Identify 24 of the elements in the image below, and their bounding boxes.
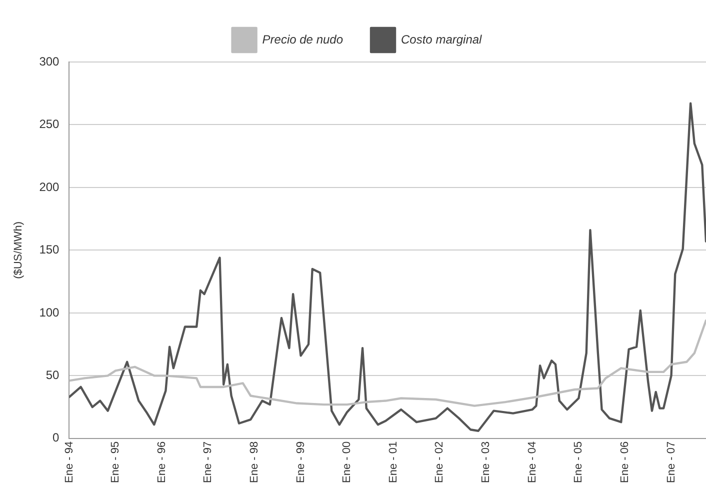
- x-tick-label: Ene - 96: [156, 441, 168, 484]
- x-tick-label: Ene - 95: [110, 441, 122, 484]
- y-tick-label: 150: [39, 242, 60, 257]
- x-tick-label: Ene - 99: [294, 441, 307, 484]
- x-tick-label: Ene - 97: [202, 441, 214, 484]
- x-tick-label: Ene - 03: [480, 441, 492, 484]
- x-tick-label: Ene - 00: [341, 441, 354, 484]
- x-tick-label: Ene - 94: [63, 441, 76, 484]
- y-tick-label: 300: [39, 54, 60, 68]
- y-axis-title: ($US/MWh): [12, 221, 25, 279]
- legend-label: Precio de nudo: [262, 32, 344, 46]
- x-tick-label: Ene - 05: [572, 441, 585, 484]
- x-tick-label: Ene - 98: [248, 441, 260, 484]
- legend-label: Costo marginal: [401, 32, 482, 46]
- y-tick-label: 50: [46, 368, 60, 382]
- y-tick-label: 250: [39, 117, 60, 132]
- y-tick-label: 100: [39, 305, 60, 320]
- x-tick-label: Ene - 02: [434, 441, 446, 484]
- x-tick-label: Ene - 06: [618, 441, 631, 484]
- x-tick-label: Ene - 07: [665, 441, 678, 484]
- x-tick-label: Ene - 01: [387, 441, 400, 484]
- y-tick-label: 0: [52, 430, 60, 445]
- y-tick-label: 200: [39, 180, 60, 194]
- x-tick-label: Ene - 04: [526, 441, 538, 484]
